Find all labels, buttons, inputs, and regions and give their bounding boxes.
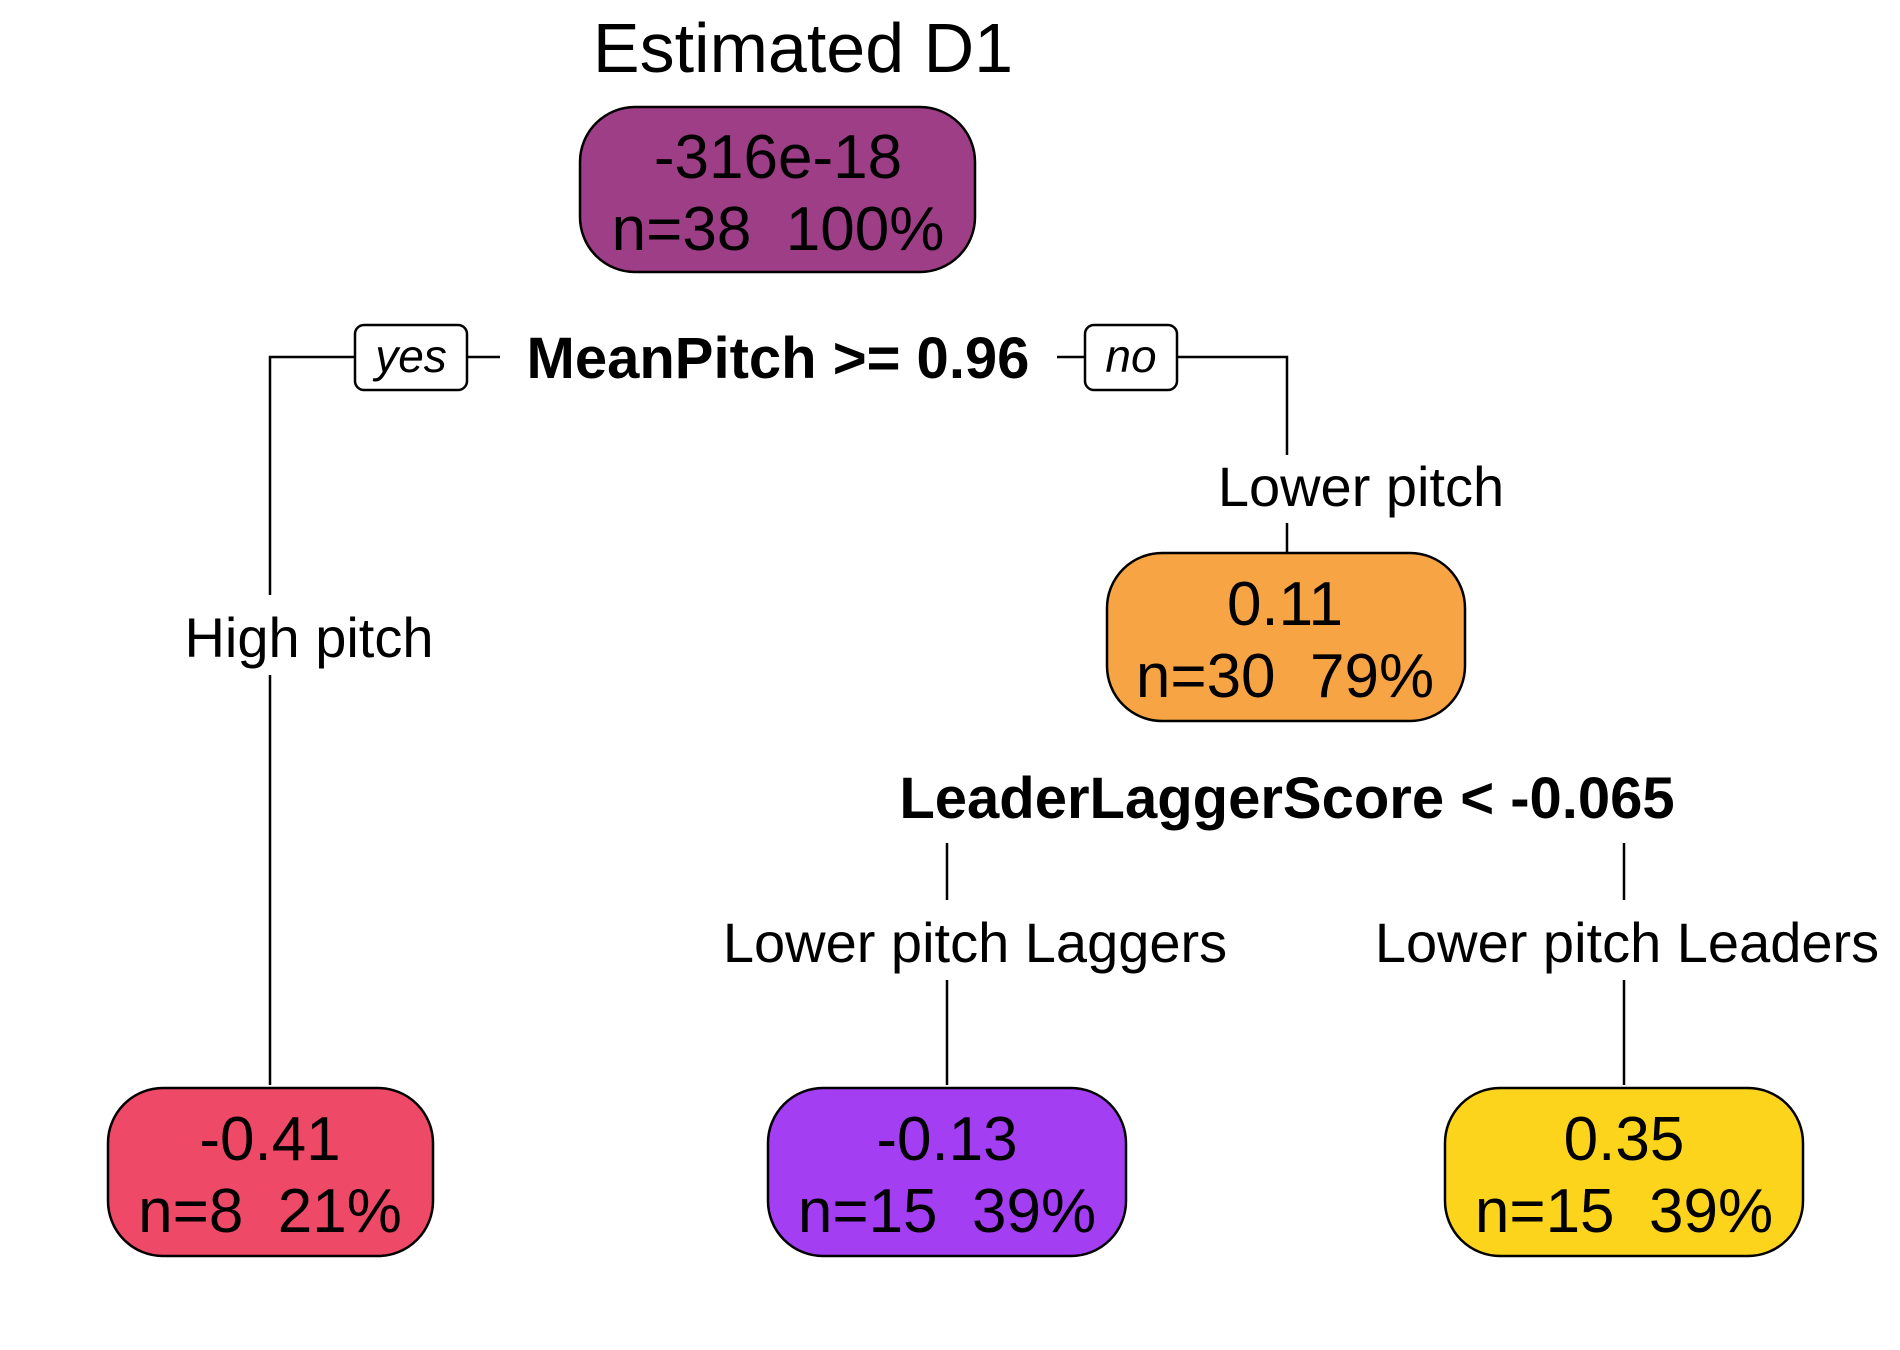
leaf-lower-pitch-leaders: 0.35 n=15 39% (1443, 1086, 1805, 1258)
edge-root-left (268, 355, 500, 1085)
node-root-box (578, 105, 977, 274)
leaf-high-pitch: -0.41 n=8 21% (106, 1086, 435, 1258)
node-lower-pitch-stats: n=30 79% (1136, 642, 1434, 711)
leaf-laggers-box (766, 1086, 1128, 1258)
leaf-leaders-stats: n=15 39% (1475, 1177, 1773, 1246)
branch-label-high-pitch: High pitch (184, 606, 433, 669)
branch-label-lower-pitch-laggers: Lower pitch Laggers (723, 911, 1227, 974)
no-tag-box (1083, 323, 1179, 392)
node-lower-pitch: 0.11 n=30 79% (1105, 551, 1467, 723)
branch-label-lower-pitch-leaders: Lower pitch Leaders (1375, 911, 1879, 974)
yes-tag: yes (372, 330, 447, 382)
leaf-leaders-box (1443, 1086, 1805, 1258)
split-root-condition: MeanPitch >= 0.96 (527, 326, 1030, 391)
split-lower-pitch-condition: LeaderLaggerScore < -0.065 (899, 766, 1674, 831)
leaf-lower-pitch-laggers: -0.13 n=15 39% (766, 1086, 1128, 1258)
node-lower-pitch-value: 0.11 (1227, 570, 1343, 639)
no-tag: no (1105, 330, 1156, 382)
leaf-high-pitch-value: -0.41 (199, 1105, 340, 1174)
leaf-high-pitch-box (106, 1086, 435, 1258)
leaf-leaders-value: 0.35 (1564, 1105, 1685, 1174)
node-root: -316e-18 n=38 100% (578, 105, 977, 274)
leaf-laggers-value: -0.13 (876, 1105, 1017, 1174)
branch-labels: High pitch Lower pitch Lower pitch Lagge… (170, 455, 1896, 980)
diagram-title: Estimated D1 (593, 9, 1013, 87)
split-root: MeanPitch >= 0.96 yes no (353, 318, 1179, 396)
leaf-laggers-stats: n=15 39% (798, 1177, 1096, 1246)
node-root-value: -316e-18 (654, 123, 902, 192)
node-root-stats: n=38 100% (612, 195, 945, 264)
branch-label-lower-pitch: Lower pitch (1218, 455, 1504, 518)
leaf-high-pitch-stats: n=8 21% (138, 1177, 402, 1246)
yes-tag-box (353, 323, 469, 392)
node-lower-pitch-box (1105, 551, 1467, 723)
